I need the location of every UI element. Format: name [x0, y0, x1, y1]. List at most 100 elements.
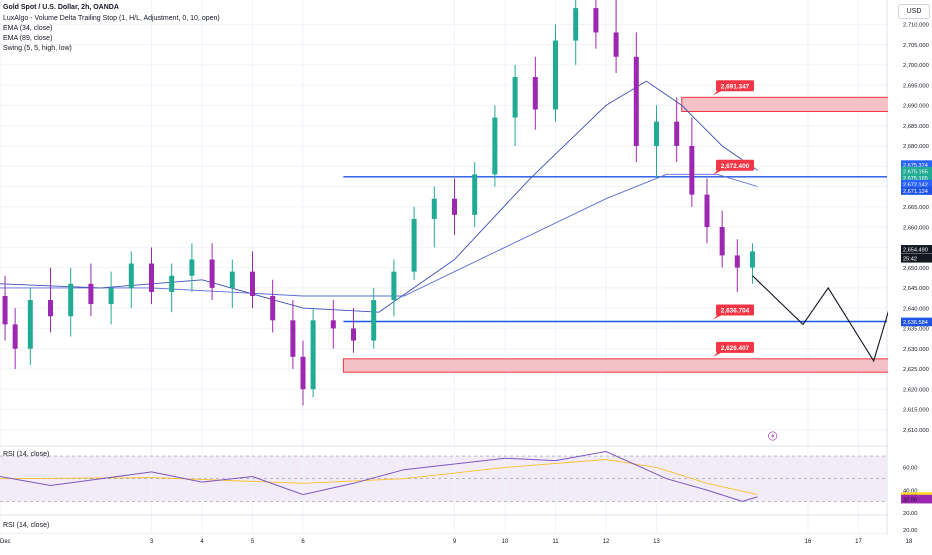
date-tick: 17	[855, 539, 862, 545]
price-badge: 2,636.584	[901, 318, 932, 327]
candle-body	[412, 219, 417, 272]
badge-label: 2,671.124	[903, 189, 928, 195]
symbol-title: Gold Spot / U.S. Dollar, 2h, OANDA	[3, 4, 119, 11]
candle-body	[311, 320, 316, 389]
zone-rect	[343, 359, 932, 372]
candle-body	[149, 264, 154, 292]
candle-body	[533, 77, 538, 109]
price-tick: 2,705.000	[903, 43, 929, 49]
rsi-tick: 60.00	[903, 466, 918, 472]
candle-body	[705, 195, 710, 227]
candle-body	[593, 8, 598, 32]
price-tick: 2,620.000	[903, 387, 929, 393]
rsi-title[interactable]: RSI (14, close)	[3, 451, 49, 458]
price-tick: 2,615.000	[903, 408, 929, 414]
date-tick: 12	[603, 539, 610, 545]
rsi-tick: 20.00	[903, 511, 918, 517]
time-axis-background	[0, 534, 887, 550]
badge-label: 25:42	[903, 256, 917, 262]
price-tick: 2,690.000	[903, 104, 929, 110]
candle-body	[13, 324, 18, 348]
price-tick: 2,680.000	[903, 144, 929, 150]
candle-body	[28, 300, 33, 349]
candle-body	[210, 259, 215, 287]
zone-support: SUPPORT	[343, 359, 932, 373]
candle-body	[472, 174, 477, 215]
candle-body	[331, 320, 336, 328]
date-tick: 13	[653, 539, 660, 545]
price-tick: 2,625.000	[903, 367, 929, 373]
lower-tick: 20.00	[903, 528, 918, 534]
badge-label: 2,654.490	[903, 248, 928, 254]
price-tick: 2,665.000	[903, 205, 929, 211]
candle-body	[351, 328, 356, 340]
candle-body	[270, 296, 275, 320]
price-tick: 2,685.000	[903, 124, 929, 130]
price-badge: 25:42	[901, 254, 932, 263]
candle-body	[371, 300, 376, 341]
candle-body	[689, 146, 694, 195]
candle-body	[301, 357, 306, 389]
callout-label: 2,626.407	[721, 345, 750, 352]
candle-body	[553, 41, 558, 110]
candle-body	[750, 251, 755, 267]
candle-body	[169, 276, 174, 292]
candle-body	[189, 259, 194, 275]
indicator-ema34[interactable]: EMA (34, close)	[3, 25, 52, 32]
candle-body	[634, 57, 639, 146]
price-tick: 2,630.000	[903, 347, 929, 353]
candle-body	[230, 272, 235, 288]
candle-body	[513, 77, 518, 118]
price-tick: 2,660.000	[903, 225, 929, 231]
price-badge: 2,654.490	[901, 245, 932, 254]
badge-label: 32.00	[903, 497, 917, 503]
candle-body	[452, 199, 457, 215]
callout-label: 2,672.400	[721, 163, 750, 170]
price-tick: 2,650.000	[903, 266, 929, 272]
candle-body	[3, 296, 8, 324]
date-tick: Dec	[0, 539, 11, 545]
candle-body	[432, 199, 437, 219]
candle-body	[129, 264, 134, 288]
price-tick: 2,645.000	[903, 286, 929, 292]
candle-body	[720, 227, 725, 255]
indicator-luxalgo[interactable]: LuxAlgo - Volume Delta Trailing Stop (1,…	[3, 15, 220, 22]
time-axis: Dec34569101112131617181920232425	[0, 534, 932, 550]
indicator-swing[interactable]: Swing (5, 5, high, low)	[3, 45, 72, 52]
price-tick: 2,710.000	[903, 23, 929, 29]
date-tick: 10	[502, 539, 509, 545]
candle-body	[735, 255, 740, 267]
lower-pane-title[interactable]: RSI (14, close)	[3, 522, 49, 529]
candle-body	[250, 272, 255, 296]
price-tick: 2,635.000	[903, 327, 929, 333]
candle-body	[614, 32, 619, 56]
candle-body	[48, 300, 53, 316]
candle-body	[68, 284, 73, 316]
candle-body	[573, 8, 578, 40]
candle-body	[88, 284, 93, 304]
currency-button[interactable]: USD	[898, 4, 930, 19]
indicator-ema89[interactable]: EMA (89, close)	[3, 35, 52, 42]
price-tick: 2,695.000	[903, 83, 929, 89]
date-tick: 16	[805, 539, 812, 545]
candle-body	[109, 288, 114, 304]
date-tick: 11	[552, 539, 559, 545]
date-tick: 18	[906, 539, 913, 545]
lightning-icon	[768, 432, 776, 440]
candle-body	[391, 272, 396, 300]
price-tick: 2,610.000	[903, 428, 929, 434]
badge-label: 2,636.584	[903, 320, 928, 326]
callout-label: 2,636.704	[721, 308, 750, 315]
candle-body	[290, 320, 295, 356]
candle-body	[674, 122, 679, 146]
rsi-badge: 32.00	[901, 495, 932, 504]
price-tick: 2,640.000	[903, 306, 929, 312]
price-badge: 2,671.124	[901, 186, 932, 195]
price-tick: 2,700.000	[903, 63, 929, 69]
price-axis: 2,610.000 2,615.000 2,620.000 2,625.000 2,63…	[888, 0, 932, 550]
callout-label: 2,691.347	[721, 83, 750, 90]
candle-body	[492, 118, 497, 175]
candle-body	[654, 122, 659, 146]
